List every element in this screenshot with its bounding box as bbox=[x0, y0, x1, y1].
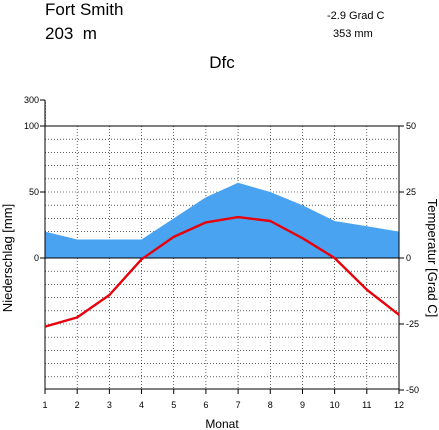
y-axis-label-right: Temperatur [Grad C] bbox=[425, 199, 439, 318]
climate-class: Dfc bbox=[209, 53, 235, 72]
mean-temperature: -2.9 Grad C bbox=[327, 10, 385, 22]
x-tick-labels: 1 2 3 4 5 6 7 8 9 10 11 12 bbox=[42, 400, 404, 410]
annual-precipitation: 353 mm bbox=[333, 28, 373, 40]
x-tick-label: 10 bbox=[330, 400, 340, 410]
x-tick-label: 12 bbox=[394, 400, 404, 410]
y-axis-label-left: Niederschlag [mm] bbox=[0, 204, 15, 312]
x-tick-label: 9 bbox=[300, 400, 305, 410]
x-tick-label: 8 bbox=[268, 400, 273, 410]
left-tick-label: 50 bbox=[29, 187, 39, 197]
station-elevation: 203 m bbox=[45, 24, 97, 43]
right-tick-label: -50 bbox=[406, 385, 419, 395]
x-tick-label: 5 bbox=[171, 400, 176, 410]
left-tick-label: 0 bbox=[34, 253, 39, 263]
x-tick-label: 2 bbox=[75, 400, 80, 410]
axis-ticks bbox=[40, 99, 404, 394]
left-tick-labels: 300 100 50 0 bbox=[24, 95, 39, 263]
x-tick-label: 7 bbox=[236, 400, 241, 410]
station-name: Fort Smith bbox=[45, 0, 123, 19]
temperature-line bbox=[44, 215, 400, 328]
x-tick-label: 6 bbox=[203, 400, 208, 410]
right-tick-label: -25 bbox=[406, 319, 419, 329]
x-tick-label: 3 bbox=[107, 400, 112, 410]
left-tick-label: 300 bbox=[24, 95, 39, 105]
right-tick-label: 50 bbox=[406, 121, 416, 131]
right-tick-label: 25 bbox=[406, 187, 416, 197]
right-tick-label: 0 bbox=[406, 253, 411, 263]
left-tick-label: 100 bbox=[24, 121, 39, 131]
x-tick-label: 4 bbox=[139, 400, 144, 410]
x-tick-label: 11 bbox=[362, 400, 371, 410]
x-axis-label: Monat bbox=[205, 417, 239, 430]
x-tick-label: 1 bbox=[42, 400, 47, 410]
right-tick-labels: 50 25 0 -25 -50 bbox=[406, 121, 419, 395]
